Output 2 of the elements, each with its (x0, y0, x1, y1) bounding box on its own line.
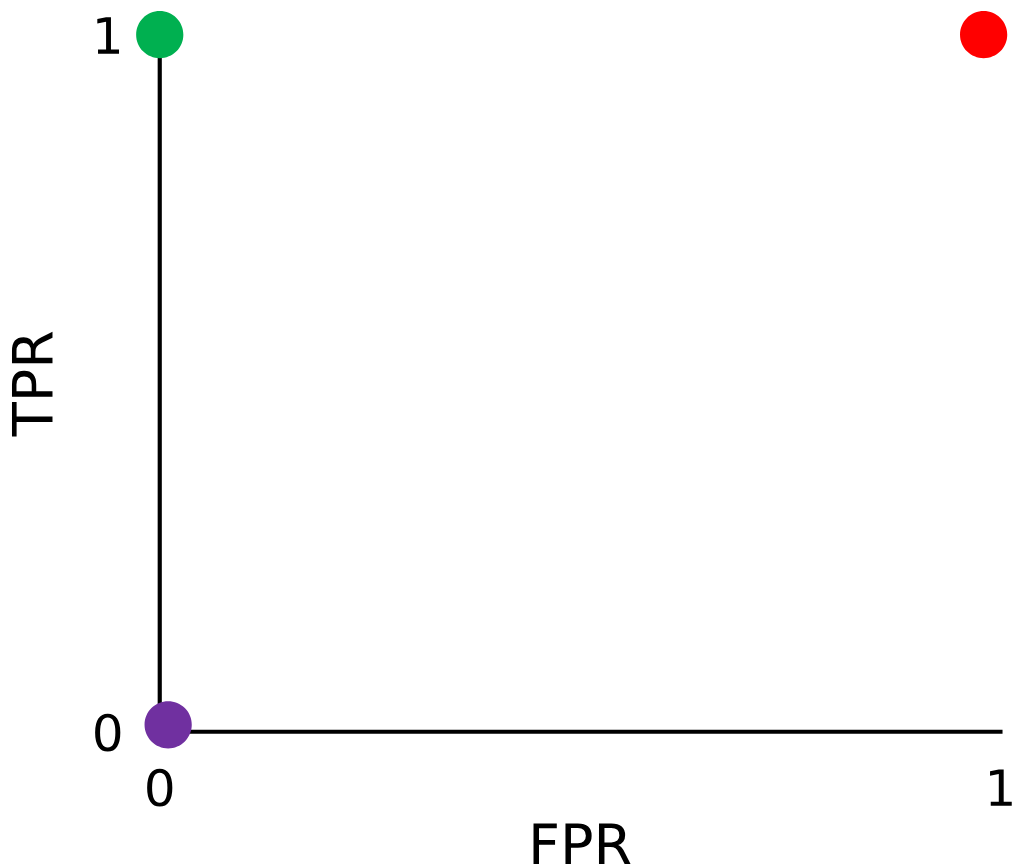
x-axis-title: FPR (533, 823, 631, 865)
y-axis-title: TPR (11, 331, 53, 437)
